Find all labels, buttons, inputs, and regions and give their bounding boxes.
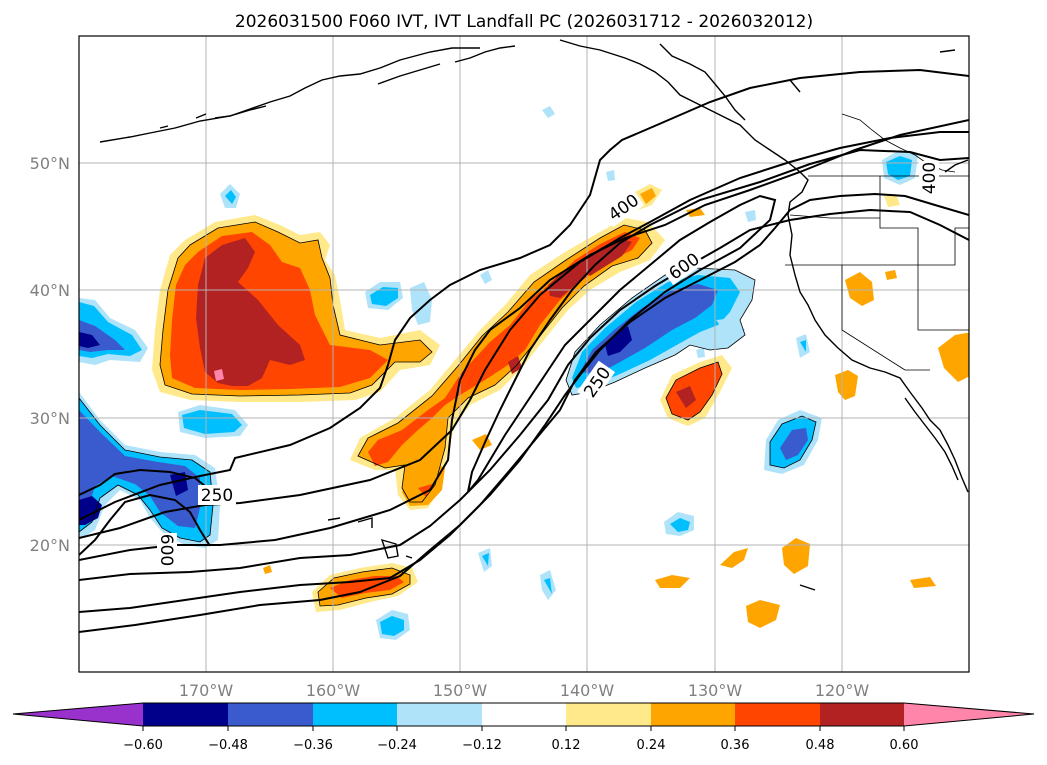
colorbar-swatch (651, 703, 735, 726)
colorbar-tick-label: −0.12 (462, 738, 502, 753)
pc-positive-east-pacific (655, 194, 969, 628)
colorbar-extend-max (904, 703, 1034, 726)
ivt-contour-250-band (79, 148, 969, 633)
map-panel: 400 600 250 250 600 400 (78, 35, 970, 673)
coastlines (99, 39, 969, 591)
colorbar-swatch (397, 703, 482, 726)
lon-label-150w: 150°W (433, 681, 488, 700)
colorbar-ticks (142, 726, 905, 731)
colorbar: −0.60 −0.48 −0.36 −0.24 −0.12 0.12 0.24 … (12, 702, 1035, 753)
colorbar-swatch (313, 703, 397, 726)
ivt-contour-400-inner (79, 68, 969, 521)
colorbar-tick-label: 0.12 (552, 738, 581, 753)
pc-negative-east-pacific (376, 150, 918, 640)
lat-label-20n: 20°N (30, 536, 70, 555)
colorbar-tick-label: −0.36 (293, 738, 333, 753)
contour-label-250-west: 250 (201, 486, 233, 506)
colorbar-extend-min (13, 703, 143, 726)
contour-label-400-east: 400 (920, 162, 940, 194)
ivt-contour-labels: 400 600 250 250 600 400 (156, 161, 940, 567)
pc-positive-central-pacific (152, 215, 440, 402)
lon-label-170w: 170°W (179, 681, 234, 700)
ivt-contour-600-inner (79, 192, 969, 613)
colorbar-tick-label: 0.24 (637, 738, 666, 753)
colorbar-swatch (228, 703, 313, 726)
lat-label-30n: 30°N (30, 409, 70, 428)
lat-label-50n: 50°N (30, 154, 70, 173)
lon-label-120w: 120°W (815, 681, 870, 700)
lat-label-40n: 40°N (30, 281, 70, 300)
contour-label-600-west: 600 (156, 534, 176, 566)
lon-label-130w: 130°W (688, 681, 743, 700)
ivt-contour-250-west (79, 493, 211, 556)
ivt-contour-400-outer (79, 119, 969, 561)
colorbar-tick-label: 0.36 (721, 738, 750, 753)
colorbar-swatch (820, 703, 904, 726)
lon-label-140w: 140°W (560, 681, 615, 700)
map-title: 2026031500 F060 IVT, IVT Landfall PC (20… (235, 12, 813, 32)
lat-labels: 50°N 40°N 30°N 20°N (30, 154, 70, 555)
lon-label-160w: 160°W (306, 681, 361, 700)
lon-labels: 170°W 160°W 150°W 140°W 130°W 120°W (179, 681, 870, 700)
colorbar-tick-label: −0.60 (123, 738, 163, 753)
colorbar-tick-label: 0.60 (890, 738, 919, 753)
colorbar-tick-label: −0.24 (377, 738, 417, 753)
colorbar-swatch (482, 703, 566, 726)
colorbar-swatch (735, 703, 820, 726)
colorbar-tick-label: 0.48 (806, 738, 835, 753)
pc-outline-contours (79, 221, 817, 607)
ivt-contour-600-west (79, 468, 211, 496)
colorbar-swatch (143, 703, 228, 726)
pc-positive-ar-band (350, 184, 665, 510)
map-frame (78, 35, 970, 673)
colorbar-swatch (566, 703, 651, 726)
ivt-contour-600-outer (79, 208, 969, 581)
colorbar-tick-label: −0.48 (208, 738, 248, 753)
